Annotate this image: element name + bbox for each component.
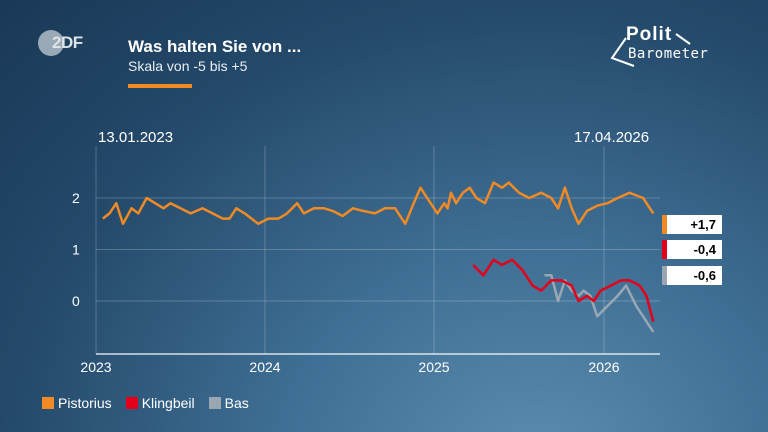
chart-title: Was halten Sie von ... <box>128 37 302 56</box>
legend-label: Pistorius <box>58 395 112 411</box>
y-tick-label: 0 <box>72 293 80 309</box>
politbarometer-logo: Polit Barometer <box>604 22 716 76</box>
legend: Pistorius Klingbeil Bas <box>42 395 263 411</box>
series-line-klingbeil <box>472 258 655 322</box>
zdf-logo-text: 2DF <box>52 33 83 52</box>
legend-swatch <box>125 397 138 409</box>
chart-subtitle: Skala von -5 bis +5 <box>128 58 248 74</box>
end-date: 17.04.2026 <box>574 129 650 146</box>
end-label-pistorius: +1,7 <box>662 215 722 234</box>
end-label-bas: -0,6 <box>662 266 722 285</box>
x-tick-label: 2024 <box>249 359 280 375</box>
y-tick-label: 2 <box>72 190 80 206</box>
legend-label: Bas <box>224 395 249 411</box>
series-line-pistorius <box>102 181 655 226</box>
series-line-bas <box>544 274 655 333</box>
legend-item-pistorius: Pistorius <box>42 395 112 411</box>
x-tick-label: 2026 <box>588 359 619 375</box>
legend-item-klingbeil: Klingbeil <box>125 395 195 411</box>
x-tick-label: 2025 <box>418 359 449 375</box>
x-tick-label: 2023 <box>80 359 111 375</box>
y-tick-label: 1 <box>72 242 80 258</box>
start-date: 13.01.2023 <box>98 129 174 146</box>
brand-line1: Polit <box>626 24 673 45</box>
end-label-value: +1,7 <box>690 217 716 232</box>
zdf-logo: 2DF <box>38 30 90 58</box>
title-underline <box>128 84 192 88</box>
legend-item-bas: Bas <box>208 395 249 411</box>
legend-label: Klingbeil <box>141 395 195 411</box>
end-label-value: -0,6 <box>693 268 716 283</box>
legend-swatch <box>42 397 54 409</box>
brand-line2: Barometer <box>628 46 709 62</box>
legend-swatch <box>208 397 221 409</box>
end-label-klingbeil: -0,4 <box>662 240 722 259</box>
end-label-value: -0,4 <box>693 242 716 257</box>
